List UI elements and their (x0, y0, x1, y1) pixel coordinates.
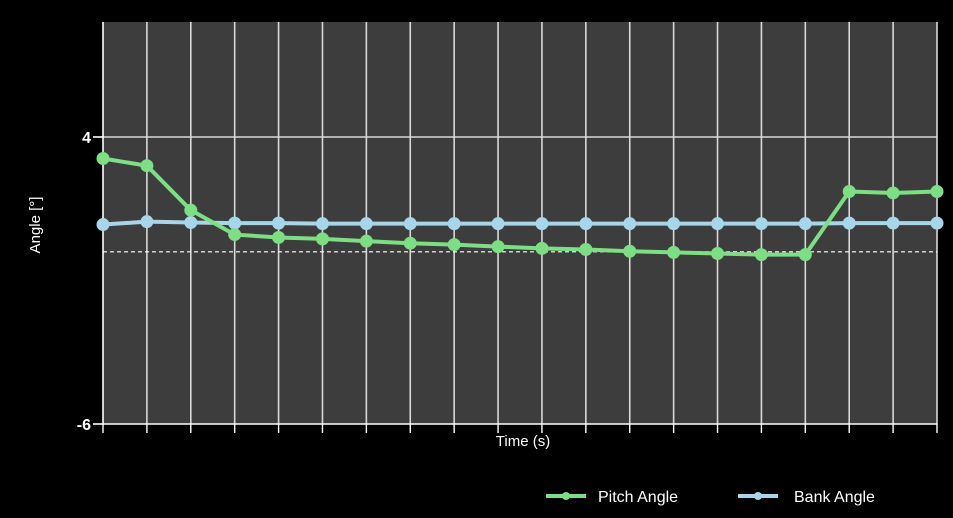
data-point-pitch-angle (535, 241, 549, 255)
data-point-bank-angle (798, 217, 812, 231)
data-point-pitch-angle (711, 247, 725, 261)
data-point-bank-angle (842, 216, 856, 230)
data-point-bank-angle (491, 217, 505, 231)
data-point-pitch-angle (140, 159, 154, 173)
series-bank-angle (96, 215, 944, 232)
legend-item-pitch-angle: Pitch Angle (546, 489, 678, 506)
data-point-bank-angle (184, 216, 198, 230)
data-point-pitch-angle (184, 203, 198, 217)
data-point-pitch-angle (886, 186, 900, 200)
data-point-bank-angle (272, 216, 286, 230)
data-point-bank-angle (711, 217, 725, 231)
series-layer (96, 152, 944, 262)
data-point-pitch-angle (579, 243, 593, 257)
data-point-pitch-angle (754, 248, 768, 262)
data-point-pitch-angle (842, 185, 856, 199)
data-point-bank-angle (886, 216, 900, 230)
data-point-bank-angle (579, 217, 593, 231)
data-point-bank-angle (623, 217, 637, 231)
data-point-bank-angle (315, 217, 329, 231)
legend-label-bank-angle: Bank Angle (794, 489, 875, 506)
data-point-pitch-angle (359, 234, 373, 248)
data-point-bank-angle (140, 215, 154, 229)
legend-label-pitch-angle: Pitch Angle (598, 489, 678, 506)
legend: Pitch Angle Bank Angle (546, 489, 875, 506)
series-line-pitch-angle (102, 156, 938, 257)
data-point-pitch-angle (491, 240, 505, 254)
data-point-bank-angle (930, 216, 944, 230)
data-point-pitch-angle (228, 228, 242, 242)
data-point-bank-angle (754, 217, 768, 231)
data-point-bank-angle (535, 217, 549, 231)
y-tick-label-minus-6: -6 (77, 417, 91, 434)
data-point-bank-angle (447, 217, 461, 231)
data-point-bank-angle (228, 216, 242, 230)
series-line-bank-angle (102, 219, 937, 227)
data-point-bank-angle (96, 218, 110, 232)
data-point-pitch-angle (272, 230, 286, 244)
data-point-bank-angle (667, 217, 681, 231)
data-point-pitch-angle (447, 238, 461, 252)
y-axis-title: Angle [°] (27, 197, 44, 254)
legend-item-bank-angle: Bank Angle (738, 489, 875, 506)
legend-marker-bank-angle (754, 492, 762, 500)
data-point-pitch-angle (930, 185, 944, 199)
data-point-pitch-angle (623, 244, 637, 258)
data-point-pitch-angle (403, 236, 417, 250)
data-point-pitch-angle (315, 232, 329, 246)
data-point-bank-angle (359, 217, 373, 231)
data-point-bank-angle (403, 217, 417, 231)
data-point-pitch-angle (96, 152, 110, 166)
legend-marker-pitch-angle (562, 492, 570, 500)
x-axis-title: Time (s) (496, 433, 550, 450)
y-tick-label-4: 4 (82, 130, 91, 147)
series-pitch-angle (96, 152, 944, 262)
data-point-pitch-angle (798, 248, 812, 262)
data-point-pitch-angle (667, 245, 681, 259)
